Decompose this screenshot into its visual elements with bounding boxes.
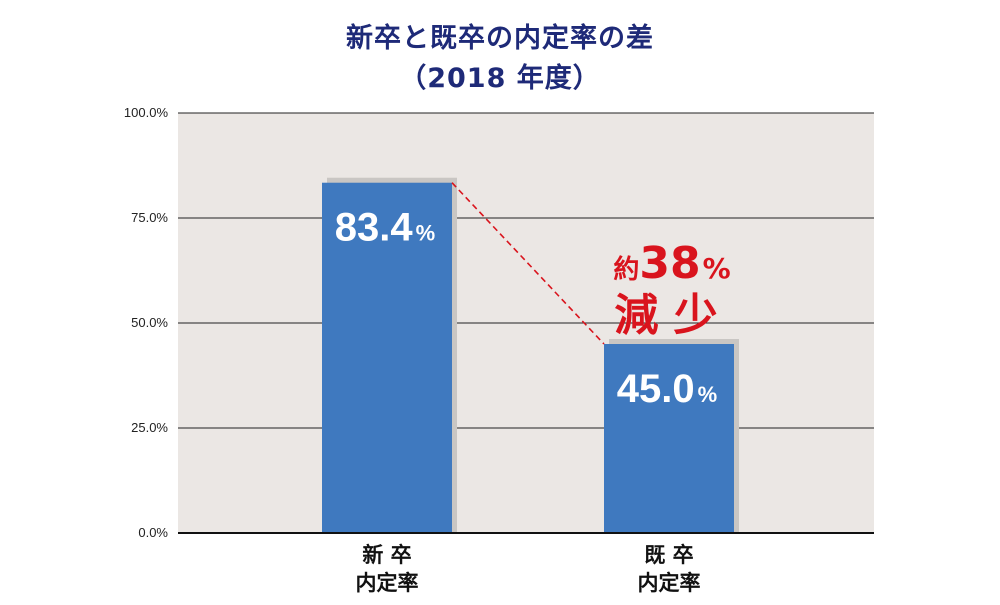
y-tick-label: 75.0% — [131, 210, 168, 225]
bar — [322, 182, 452, 533]
x-category-label: 新 卒 — [362, 543, 411, 567]
x-category-label: 既 卒 — [644, 543, 693, 567]
y-tick-label: 50.0% — [131, 315, 168, 330]
x-category-label: 内定率 — [638, 571, 701, 595]
y-tick-label: 100.0% — [124, 105, 169, 120]
y-tick-label: 25.0% — [131, 420, 168, 435]
y-tick-label: 0.0% — [138, 525, 168, 540]
chart-subtitle: （2018 年度） — [399, 63, 601, 94]
connector-line — [451, 182, 605, 345]
bar — [604, 344, 734, 533]
annotation-decrease-text: 減 少 — [614, 290, 717, 341]
x-category-label: 内定率 — [356, 571, 419, 595]
bar-value-label: 45.0% — [617, 367, 717, 411]
chart-title: 新卒と既卒の内定率の差 — [346, 23, 654, 54]
annotation-decrease: 約38% — [613, 238, 730, 289]
